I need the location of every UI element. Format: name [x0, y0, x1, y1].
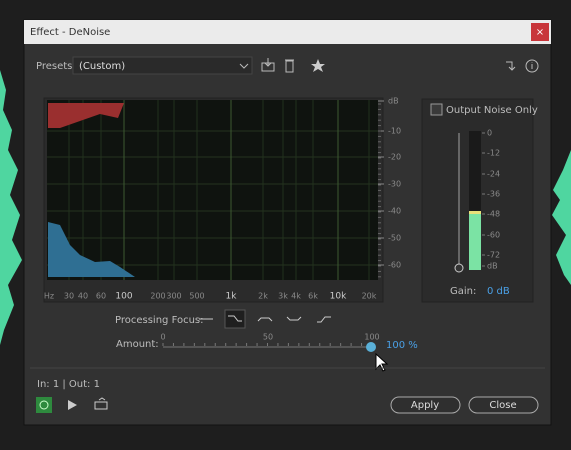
meter-fill	[469, 211, 481, 270]
waveform-right	[552, 150, 571, 285]
loop-button[interactable]	[94, 397, 108, 410]
x-tick-label: 500	[189, 292, 204, 301]
amount-label: Amount:	[116, 339, 159, 350]
amount-scale-label: 50	[263, 333, 273, 342]
checkbox[interactable]	[430, 103, 443, 116]
x-tick-label: 2k	[258, 292, 268, 301]
x-tick-label: 20k	[362, 292, 377, 301]
x-tick-label: 100	[115, 292, 132, 302]
y-tick-label: -40	[388, 207, 401, 216]
meter-label: -60	[487, 231, 500, 240]
meter-label: -24	[487, 170, 500, 179]
focus-high[interactable]	[317, 316, 331, 323]
x-tick-label: 200	[150, 292, 165, 301]
amount-scale-label: 100	[364, 333, 379, 342]
status: In: 1 | Out: 1	[37, 379, 100, 390]
noise-print-curve	[48, 103, 124, 128]
meter-label: -48	[487, 210, 500, 219]
meter-label: -36	[487, 190, 500, 199]
spectrum-plot	[47, 100, 378, 280]
meter-peak	[469, 211, 481, 214]
signal-curve	[48, 222, 135, 277]
x-tick-label: 6k	[308, 292, 318, 301]
y-tick-label: -60	[388, 261, 401, 270]
power-icon	[39, 400, 49, 410]
presets-value[interactable]: (Custom)	[79, 61, 125, 72]
meter-label: dB	[487, 262, 498, 271]
delete-preset-icon[interactable]	[285, 59, 294, 73]
focus-low[interactable]	[228, 315, 242, 322]
gain-slider-knob[interactable]	[454, 263, 464, 273]
x-tick-label: 60	[96, 292, 106, 301]
meter-label: -12	[487, 149, 500, 158]
checkbox-label[interactable]: Output Noise Only	[446, 105, 538, 116]
save-preset-icon[interactable]	[261, 58, 275, 72]
focus-notch[interactable]	[286, 316, 302, 321]
gain-label: Gain:	[450, 286, 476, 297]
x-tick-label: 1k	[226, 292, 238, 302]
y-tick-label: -30	[388, 180, 401, 189]
x-tick-label: 30	[64, 292, 74, 301]
amount-knob[interactable]	[366, 342, 376, 352]
y-tick-label: -10	[388, 127, 401, 136]
y-tick-label: -20	[388, 153, 401, 162]
amount-value[interactable]: 100 %	[386, 340, 418, 351]
x-tick-label: Hz	[44, 292, 54, 301]
help-icon[interactable]	[525, 59, 539, 73]
power-button[interactable]	[36, 397, 52, 413]
y-tick-label: dB	[388, 97, 399, 106]
routing-icon[interactable]	[506, 61, 516, 71]
waveform-left	[0, 70, 22, 345]
presets-label: Presets:	[36, 61, 76, 72]
x-tick-label: 10k	[330, 292, 347, 302]
focus-selected-box	[224, 309, 246, 329]
dropdown-arrow	[239, 63, 249, 69]
meter-label: -72	[487, 251, 500, 260]
gain-value[interactable]: 0 dB	[487, 286, 510, 297]
x-tick-label: 4k	[291, 292, 301, 301]
amount-scale-label: 0	[160, 333, 165, 342]
title-bar	[24, 20, 551, 44]
focus-mid[interactable]	[257, 317, 273, 322]
x-tick-label: 40	[78, 292, 88, 301]
play-button[interactable]	[68, 400, 77, 410]
dialog-title: Effect - DeNoise	[30, 27, 110, 38]
favorite-icon[interactable]	[311, 59, 325, 72]
processing-focus-label: Processing Focus:	[115, 315, 204, 326]
meter-label: 0	[487, 129, 492, 138]
y-tick-label: -50	[388, 234, 401, 243]
apply-label[interactable]: Apply	[411, 400, 439, 411]
close-icon[interactable]: ×	[536, 27, 544, 38]
x-tick-label: 3k	[278, 292, 288, 301]
apply-button[interactable]	[390, 396, 461, 414]
x-tick-label: 300	[166, 292, 181, 301]
close-box[interactable]	[531, 23, 549, 41]
close-label[interactable]: Close	[489, 400, 516, 411]
close-button[interactable]	[468, 396, 539, 414]
presets-dropdown[interactable]	[72, 56, 253, 75]
